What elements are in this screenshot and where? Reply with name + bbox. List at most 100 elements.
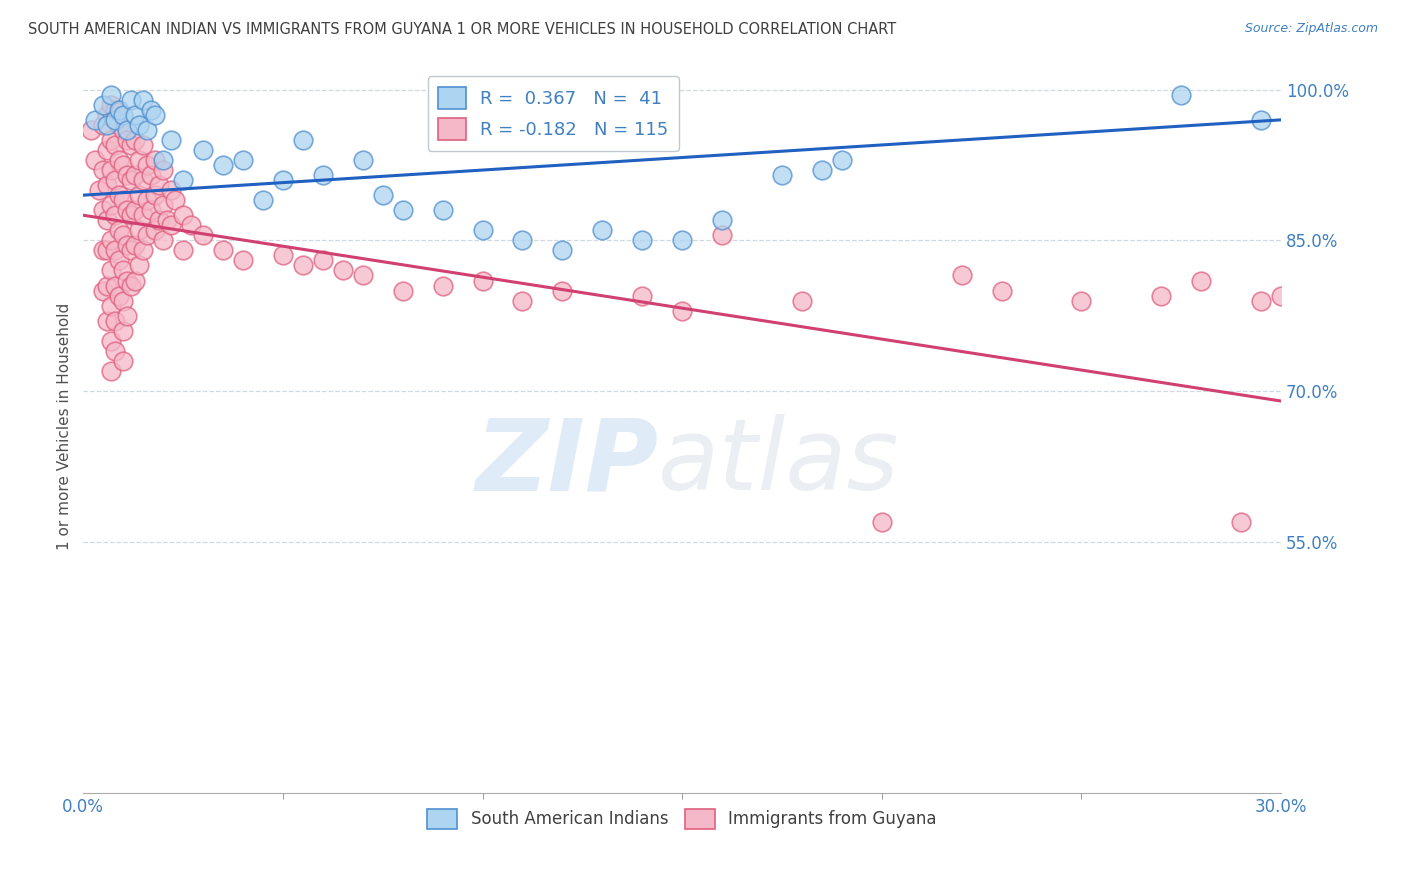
Point (100, 97, 122, 112)
Point (291, 259, 314, 273)
Point (124, 203, 146, 218)
Point (104, 103, 127, 117)
Point (96, 178, 118, 193)
Point (180, 219, 202, 233)
Point (136, 123, 159, 137)
Point (212, 158, 235, 172)
Point (141, 103, 163, 117)
Point (172, 208, 194, 222)
Point (711, 228, 734, 243)
Point (148, 213, 170, 227)
Point (172, 173, 194, 187)
Point (172, 244, 194, 258)
Point (104, 112, 127, 127)
Point (100, 163, 122, 178)
Point (312, 253, 335, 268)
Point (108, 188, 131, 202)
Point (1150, 288, 1173, 302)
Point (108, 103, 131, 117)
Point (391, 284, 413, 298)
Point (96, 118, 118, 132)
Point (143, 108, 166, 122)
Point (132, 138, 155, 153)
Point (124, 168, 146, 182)
Point (352, 268, 374, 283)
Point (112, 293, 135, 308)
Point (512, 293, 534, 308)
Point (191, 228, 214, 243)
Point (471, 223, 494, 237)
Point (112, 228, 135, 243)
Point (136, 158, 159, 172)
Point (124, 238, 146, 252)
Text: SOUTH AMERICAN INDIAN VS IMMIGRANTS FROM GUYANA 1 OR MORE VEHICLES IN HOUSEHOLD : SOUTH AMERICAN INDIAN VS IMMIGRANTS FROM… (28, 22, 897, 37)
Point (432, 203, 454, 218)
Point (100, 334, 122, 348)
Point (156, 213, 179, 227)
Point (115, 273, 138, 287)
Point (671, 233, 693, 247)
Point (120, 138, 142, 153)
Point (132, 93, 155, 107)
Point (870, 515, 893, 529)
Point (128, 118, 150, 132)
Point (143, 153, 166, 167)
Point (711, 213, 734, 227)
Point (96, 278, 118, 293)
Point (143, 188, 166, 202)
Point (100, 233, 122, 247)
Point (1070, 293, 1092, 308)
Point (271, 248, 294, 262)
Point (91, 163, 114, 178)
Point (100, 299, 122, 313)
Point (132, 244, 155, 258)
Point (671, 303, 693, 318)
Point (115, 168, 138, 182)
Point (100, 364, 122, 378)
Point (132, 208, 155, 222)
Point (128, 259, 150, 273)
Point (1230, 515, 1253, 529)
Point (191, 143, 214, 157)
Point (104, 138, 127, 153)
Point (212, 244, 235, 258)
Point (128, 188, 150, 202)
Point (136, 228, 159, 243)
Legend: South American Indians, Immigrants from Guyana: South American Indians, Immigrants from … (420, 802, 943, 836)
Point (124, 273, 146, 287)
Point (108, 153, 131, 167)
Point (1270, 288, 1292, 302)
Point (631, 233, 654, 247)
Point (811, 163, 834, 178)
Point (770, 168, 793, 182)
Point (104, 278, 127, 293)
Point (89, 183, 111, 197)
Point (591, 223, 613, 237)
Point (108, 253, 131, 268)
Point (108, 118, 131, 132)
Point (115, 238, 138, 252)
Point (108, 288, 131, 302)
Point (1250, 112, 1272, 127)
Point (112, 324, 135, 338)
Point (148, 178, 170, 193)
Point (104, 173, 127, 187)
Point (115, 203, 138, 218)
Point (96, 143, 118, 157)
Point (332, 263, 354, 277)
Point (831, 153, 853, 167)
Point (160, 183, 183, 197)
Point (152, 153, 174, 167)
Y-axis label: 1 or more Vehicles in Household: 1 or more Vehicles in Household (58, 302, 72, 549)
Point (128, 223, 150, 237)
Point (432, 278, 454, 293)
Point (352, 153, 374, 167)
Point (80, 123, 103, 137)
Point (128, 153, 150, 167)
Point (790, 293, 813, 308)
Point (1170, 87, 1192, 102)
Point (371, 188, 394, 202)
Point (312, 168, 335, 182)
Point (124, 133, 146, 147)
Point (91, 97, 114, 112)
